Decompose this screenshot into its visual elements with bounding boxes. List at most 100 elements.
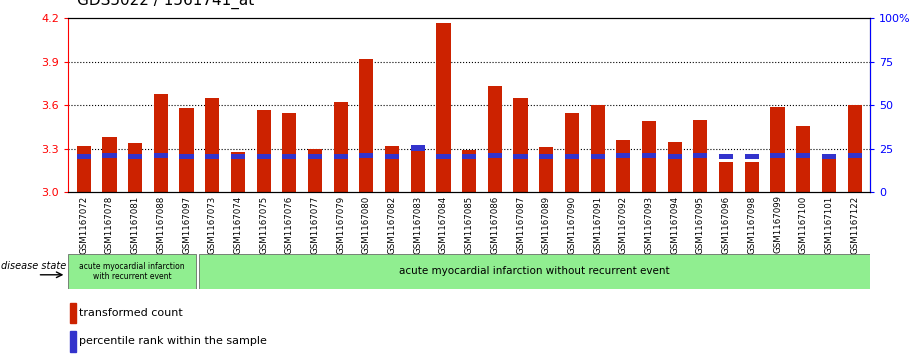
Text: GSM1167087: GSM1167087	[516, 195, 525, 254]
Bar	[102, 137, 117, 192]
Text: GSM1167098: GSM1167098	[747, 195, 756, 253]
Bar	[359, 59, 374, 192]
Bar	[128, 143, 142, 192]
Text: GSM1167078: GSM1167078	[105, 195, 114, 254]
Text: percentile rank within the sample: percentile rank within the sample	[79, 336, 267, 346]
Bar	[128, 154, 142, 159]
Bar	[77, 146, 91, 192]
Text: GSM1167095: GSM1167095	[696, 195, 705, 253]
Bar	[796, 153, 810, 158]
Text: transformed count: transformed count	[79, 308, 183, 318]
Bar	[230, 152, 245, 192]
Bar	[539, 147, 553, 192]
Bar	[822, 154, 836, 159]
Bar	[308, 149, 322, 192]
Text: GSM1167101: GSM1167101	[824, 195, 834, 254]
Bar	[668, 142, 681, 192]
Text: disease state: disease state	[2, 261, 67, 271]
Text: GSM1167091: GSM1167091	[593, 195, 602, 253]
Bar	[436, 154, 451, 159]
Bar	[257, 110, 271, 192]
Bar	[179, 154, 194, 159]
Bar	[68, 254, 196, 289]
Bar	[200, 254, 870, 289]
Text: GSM1167084: GSM1167084	[439, 195, 448, 254]
Bar	[385, 146, 399, 192]
Text: GSM1167076: GSM1167076	[285, 195, 294, 254]
Bar	[514, 154, 527, 159]
Bar	[282, 154, 296, 159]
Bar	[411, 146, 425, 151]
Text: GSM1167085: GSM1167085	[465, 195, 474, 254]
Text: GSM1167082: GSM1167082	[387, 195, 396, 254]
Bar	[590, 105, 605, 192]
Bar	[179, 108, 194, 192]
Bar	[385, 154, 399, 159]
Bar	[693, 120, 708, 192]
Bar	[359, 153, 374, 158]
Bar	[205, 154, 220, 159]
Text: GSM1167073: GSM1167073	[208, 195, 217, 254]
Text: acute myocardial infarction
with recurrent event: acute myocardial infarction with recurre…	[79, 262, 185, 281]
Bar	[745, 162, 759, 192]
Bar	[693, 153, 708, 158]
Text: GSM1167089: GSM1167089	[542, 195, 551, 253]
Bar	[642, 121, 656, 192]
Bar	[565, 154, 579, 159]
Text: GSM1167090: GSM1167090	[568, 195, 577, 253]
Text: acute myocardial infarction without recurrent event: acute myocardial infarction without recu…	[399, 266, 670, 276]
Bar	[70, 302, 76, 323]
Text: GSM1167080: GSM1167080	[362, 195, 371, 254]
Text: GSM1167096: GSM1167096	[722, 195, 731, 253]
Bar	[487, 153, 502, 158]
Text: GSM1167072: GSM1167072	[79, 195, 88, 254]
Bar	[847, 153, 862, 158]
Bar	[154, 94, 168, 192]
Text: GSM1167079: GSM1167079	[336, 195, 345, 253]
Text: GSM1167083: GSM1167083	[414, 195, 423, 254]
Text: GSM1167122: GSM1167122	[850, 195, 859, 254]
Bar	[333, 154, 348, 159]
Text: GSM1167097: GSM1167097	[182, 195, 191, 253]
Bar	[771, 153, 784, 158]
Text: GDS5022 / 1561741_at: GDS5022 / 1561741_at	[77, 0, 255, 9]
Text: GSM1167081: GSM1167081	[130, 195, 139, 254]
Bar	[745, 154, 759, 159]
Bar	[462, 154, 476, 159]
Bar	[154, 153, 168, 158]
Bar	[411, 146, 425, 192]
Bar	[616, 153, 630, 158]
Bar	[847, 105, 862, 192]
Text: GSM1167074: GSM1167074	[233, 195, 242, 254]
Text: GSM1167094: GSM1167094	[670, 195, 680, 253]
Bar	[796, 126, 810, 192]
Bar	[822, 156, 836, 192]
Bar	[436, 23, 451, 192]
Text: GSM1167086: GSM1167086	[490, 195, 499, 254]
Bar	[719, 154, 733, 159]
Bar	[205, 98, 220, 192]
Bar	[642, 153, 656, 158]
Bar	[77, 154, 91, 159]
Bar	[616, 140, 630, 192]
Bar	[70, 331, 76, 351]
Bar	[668, 154, 681, 159]
Bar	[282, 113, 296, 192]
Text: GSM1167092: GSM1167092	[619, 195, 628, 253]
Bar	[257, 154, 271, 159]
Bar	[514, 98, 527, 192]
Text: GSM1167100: GSM1167100	[799, 195, 808, 254]
Text: GSM1167099: GSM1167099	[773, 195, 782, 253]
Bar	[102, 153, 117, 158]
Bar	[333, 102, 348, 192]
Text: GSM1167075: GSM1167075	[259, 195, 268, 254]
Bar	[565, 113, 579, 192]
Text: GSM1167093: GSM1167093	[644, 195, 653, 253]
Bar	[590, 154, 605, 159]
Bar	[771, 107, 784, 192]
Bar	[230, 154, 245, 159]
Bar	[539, 154, 553, 159]
Bar	[487, 86, 502, 192]
Bar	[462, 150, 476, 192]
Bar	[719, 162, 733, 192]
